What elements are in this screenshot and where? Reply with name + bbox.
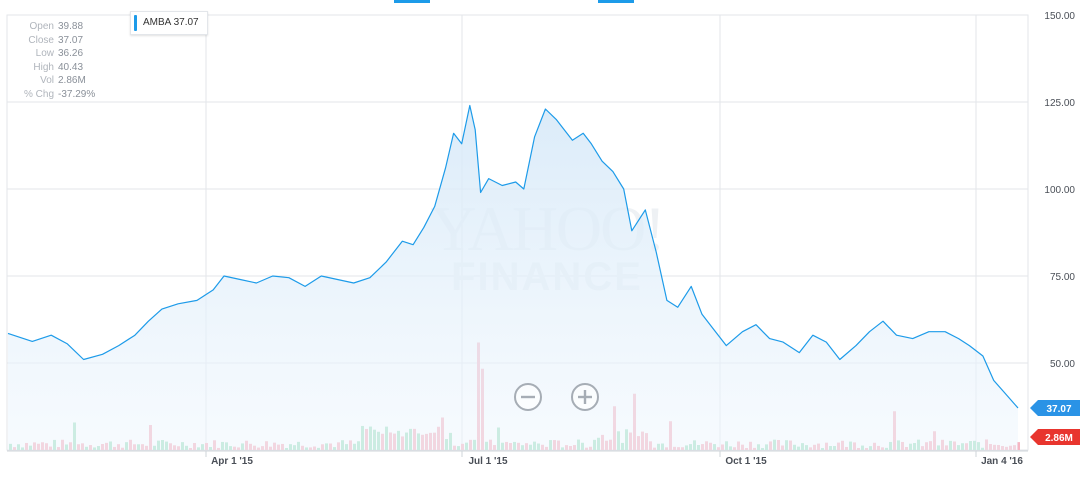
legend-value: 37.07 xyxy=(173,17,199,28)
volume-badge-shape xyxy=(1030,429,1080,445)
ohlc-value: 40.43 xyxy=(58,61,84,73)
zoom-in-icon[interactable] xyxy=(571,383,599,411)
value-badges: 37.07 2.86M xyxy=(1030,399,1080,445)
zoom-out-icon[interactable] xyxy=(514,383,542,411)
ohlc-value: 39.88 xyxy=(58,21,84,32)
ohlc-label: % Chg xyxy=(23,88,54,100)
x-tick-label: Jan 4 '16 xyxy=(981,456,1023,467)
zoom-controls[interactable] xyxy=(514,383,599,411)
y-axis: 150.00 125.00 100.00 75.00 50.00 xyxy=(1044,11,1075,370)
ohlc-row: Vol 2.86M xyxy=(18,74,95,88)
ohlc-row: Close 37.07 xyxy=(18,34,95,48)
ohlc-label: High xyxy=(33,61,54,73)
y-tick-label: 50.00 xyxy=(1050,359,1075,370)
volume-badge: 2.86M xyxy=(1030,429,1080,445)
y-tick-label: 125.00 xyxy=(1044,98,1075,109)
price-badge: 37.07 xyxy=(1030,399,1080,416)
y-tick-label: 100.00 xyxy=(1044,185,1075,196)
ohlc-row: Open 39.88 xyxy=(18,20,95,34)
ohlc-value: 36.26 xyxy=(58,48,84,60)
legend[interactable]: AMBA 37.07 xyxy=(130,11,208,35)
price-area xyxy=(7,104,1019,450)
ohlc-value: -37.29% xyxy=(58,88,96,100)
ohlc-row: Low 36.26 xyxy=(18,47,95,61)
price-badge-shape xyxy=(1030,399,1080,416)
x-tick-label: Oct 1 '15 xyxy=(725,456,767,467)
y-tick-label: 75.00 xyxy=(1050,272,1075,283)
legend-symbol: AMBA xyxy=(143,17,171,28)
x-axis: Apr 1 '15 Jul 1 '15 Oct 1 '15 Jan 4 '16 xyxy=(7,450,1028,467)
price-line xyxy=(7,104,1019,409)
price-badge-label: 37.07 xyxy=(1046,404,1071,415)
x-tick-label: Apr 1 '15 xyxy=(211,456,253,467)
ohlc-value: 37.07 xyxy=(58,34,84,46)
y-tick-label: 150.00 xyxy=(1044,11,1075,22)
legend-swatch xyxy=(134,15,137,31)
ohlc-label: Close xyxy=(28,34,54,46)
ohlc-value: 2.86M xyxy=(58,75,86,87)
x-tick-label: Jul 1 '15 xyxy=(468,456,508,467)
ohlc-label: Open xyxy=(29,21,54,32)
volume-badge-label: 2.86M xyxy=(1045,433,1073,444)
tab-indicator xyxy=(598,0,634,3)
tab-indicator xyxy=(394,0,430,3)
ohlc-row: % Chg -37.29% xyxy=(18,88,95,102)
volume-bar xyxy=(1017,442,1020,450)
ohlc-row: High 40.43 xyxy=(18,61,95,75)
ohlc-label: Vol xyxy=(40,75,54,87)
ohlc-panel: Open 39.88 Close 37.07 Low 36.26 High 40.43 Vol 2… xyxy=(18,20,95,102)
price-area-fill xyxy=(8,105,1018,450)
ohlc-label: Low xyxy=(35,48,54,60)
